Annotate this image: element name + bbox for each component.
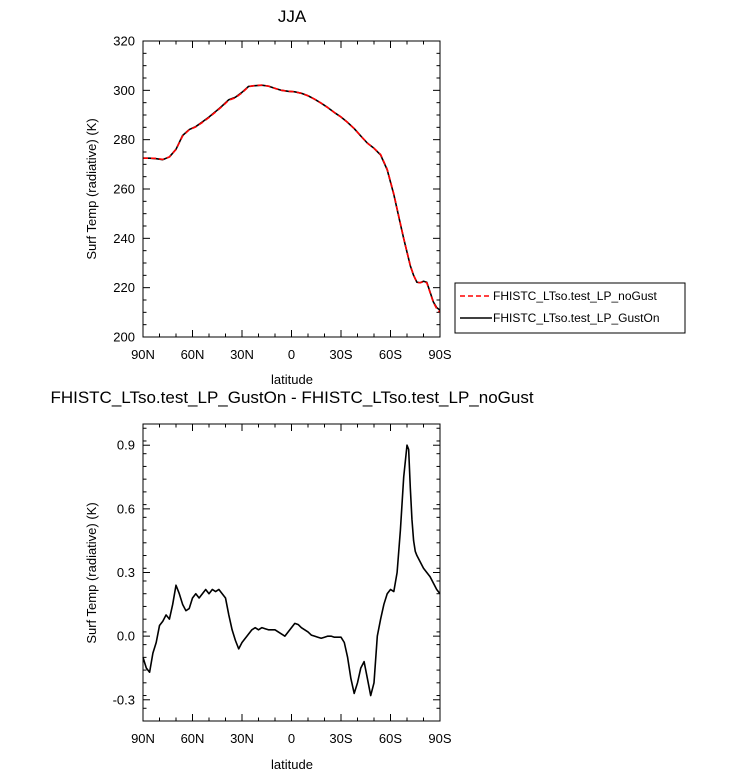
bottom-chart-x-tick-labels: 90N 60N 30N 0 30S 60S 90S xyxy=(131,731,452,746)
legend: FHISTC_LTso.test_LP_noGust FHISTC_LTso.t… xyxy=(454,282,686,334)
top-chart-ticks xyxy=(142,40,441,338)
legend-box xyxy=(454,282,686,334)
top-chart-series-group xyxy=(143,84,441,313)
bottom-y-tick-label: -0.3 xyxy=(113,692,135,707)
bottom-chart-ticks xyxy=(142,424,441,722)
top-y-tick-label: 220 xyxy=(113,280,135,295)
bottom-x-tick-label: 60N xyxy=(181,731,205,746)
bottom-chart-x-axis-label: latitude xyxy=(271,757,313,772)
bottom-chart: FHISTC_LTso.test_LP_GustOn - FHISTC_LTso… xyxy=(50,388,533,772)
bottom-y-tick-label: 0.0 xyxy=(117,629,135,644)
top-chart-y-tick-labels: 200 220 240 260 280 300 320 xyxy=(113,34,135,345)
top-chart-y-axis-label: Surf Temp (radiative) (K) xyxy=(84,118,99,259)
top-x-tick-label: 60N xyxy=(181,347,205,362)
top-x-tick-label: 30N xyxy=(230,347,254,362)
legend-label-nogust: FHISTC_LTso.test_LP_noGust xyxy=(493,289,658,303)
bottom-x-tick-label: 60S xyxy=(379,731,402,746)
top-x-tick-label: 60S xyxy=(379,347,402,362)
top-chart-x-tick-labels: 90N 60N 30N 0 30S 60S 90S xyxy=(131,347,452,362)
bottom-chart-title: FHISTC_LTso.test_LP_GustOn - FHISTC_LTso… xyxy=(50,388,533,407)
bottom-x-tick-label: 30N xyxy=(230,731,254,746)
bottom-series-line-0 xyxy=(142,444,441,697)
top-y-tick-label: 240 xyxy=(113,231,135,246)
top-y-tick-label: 320 xyxy=(113,34,135,49)
bottom-chart-series-group xyxy=(142,444,441,697)
top-chart-x-axis-label: latitude xyxy=(271,372,313,387)
top-y-tick-label: 200 xyxy=(113,330,135,345)
top-x-tick-label: 90N xyxy=(131,347,155,362)
top-x-tick-label: 90S xyxy=(428,347,451,362)
bottom-x-tick-label: 90S xyxy=(428,731,451,746)
top-chart-frame xyxy=(142,40,441,338)
top-y-tick-label: 300 xyxy=(113,83,135,98)
top-y-tick-label: 280 xyxy=(113,132,135,147)
bottom-chart-frame xyxy=(142,423,441,722)
top-series-line-1 xyxy=(143,84,441,311)
bottom-y-tick-label: 0.3 xyxy=(117,565,135,580)
top-chart-title: JJA xyxy=(278,7,307,26)
bottom-y-tick-label: 0.6 xyxy=(117,501,135,516)
top-x-tick-label: 30S xyxy=(329,347,352,362)
bottom-chart-y-tick-labels: -0.3 0.0 0.3 0.6 0.9 xyxy=(113,438,135,708)
top-x-tick-label: 0 xyxy=(288,347,295,362)
bottom-x-tick-label: 0 xyxy=(288,731,295,746)
top-y-tick-label: 260 xyxy=(113,182,135,197)
bottom-y-tick-label: 0.9 xyxy=(117,438,135,453)
bottom-x-tick-label: 90N xyxy=(131,731,155,746)
bottom-chart-y-axis-label: Surf Temp (radiative) (K) xyxy=(84,502,99,643)
top-chart: JJA 90N 60N 30N 0 30S 60S 90S 200 220 240 260 280 3… xyxy=(84,7,452,387)
legend-label-guston: FHISTC_LTso.test_LP_GustOn xyxy=(493,311,660,325)
top-series-line-0 xyxy=(143,84,441,313)
bottom-x-tick-label: 30S xyxy=(329,731,352,746)
